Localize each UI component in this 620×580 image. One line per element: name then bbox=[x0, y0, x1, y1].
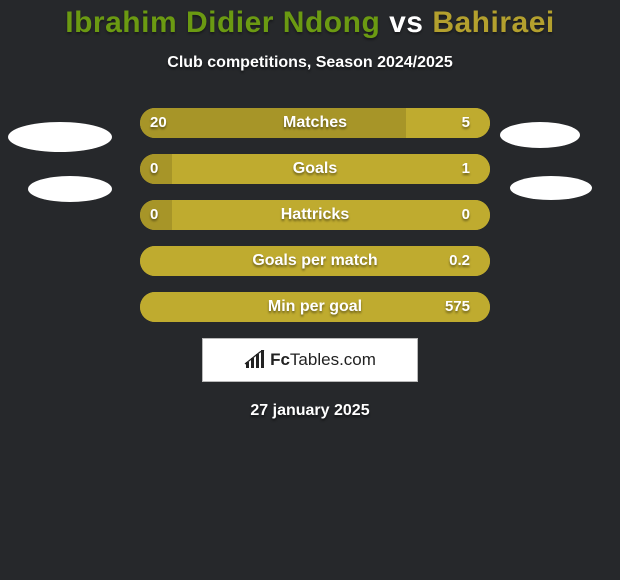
title: Ibrahim Didier Ndong vs Bahiraei bbox=[0, 6, 620, 40]
stat-row: 205Matches bbox=[0, 108, 620, 138]
subtitle: Club competitions, Season 2024/2025 bbox=[0, 54, 620, 72]
stat-label: Hattricks bbox=[140, 200, 490, 230]
fctables-logo[interactable]: FcTables.com bbox=[202, 338, 418, 382]
stat-label: Goals per match bbox=[140, 246, 490, 276]
stat-row: 01Goals bbox=[0, 154, 620, 184]
bar-chart-icon bbox=[244, 350, 266, 370]
logo-prefix: Fc bbox=[270, 350, 290, 369]
stat-row: 0.2Goals per match bbox=[0, 246, 620, 276]
comparison-infographic: Ibrahim Didier Ndong vs Bahiraei Club co… bbox=[0, 0, 620, 580]
stat-label: Matches bbox=[140, 108, 490, 138]
logo-suffix: Tables bbox=[290, 350, 339, 369]
stat-row: 575Min per goal bbox=[0, 292, 620, 322]
logo-ext: .com bbox=[339, 350, 376, 369]
title-vs: vs bbox=[380, 6, 432, 39]
logo-text: FcTables.com bbox=[270, 350, 376, 370]
stat-label: Goals bbox=[140, 154, 490, 184]
title-player2: Bahiraei bbox=[432, 6, 554, 39]
date: 27 january 2025 bbox=[0, 402, 620, 420]
stat-label: Min per goal bbox=[140, 292, 490, 322]
title-player1: Ibrahim Didier Ndong bbox=[65, 6, 380, 39]
stat-row: 00Hattricks bbox=[0, 200, 620, 230]
